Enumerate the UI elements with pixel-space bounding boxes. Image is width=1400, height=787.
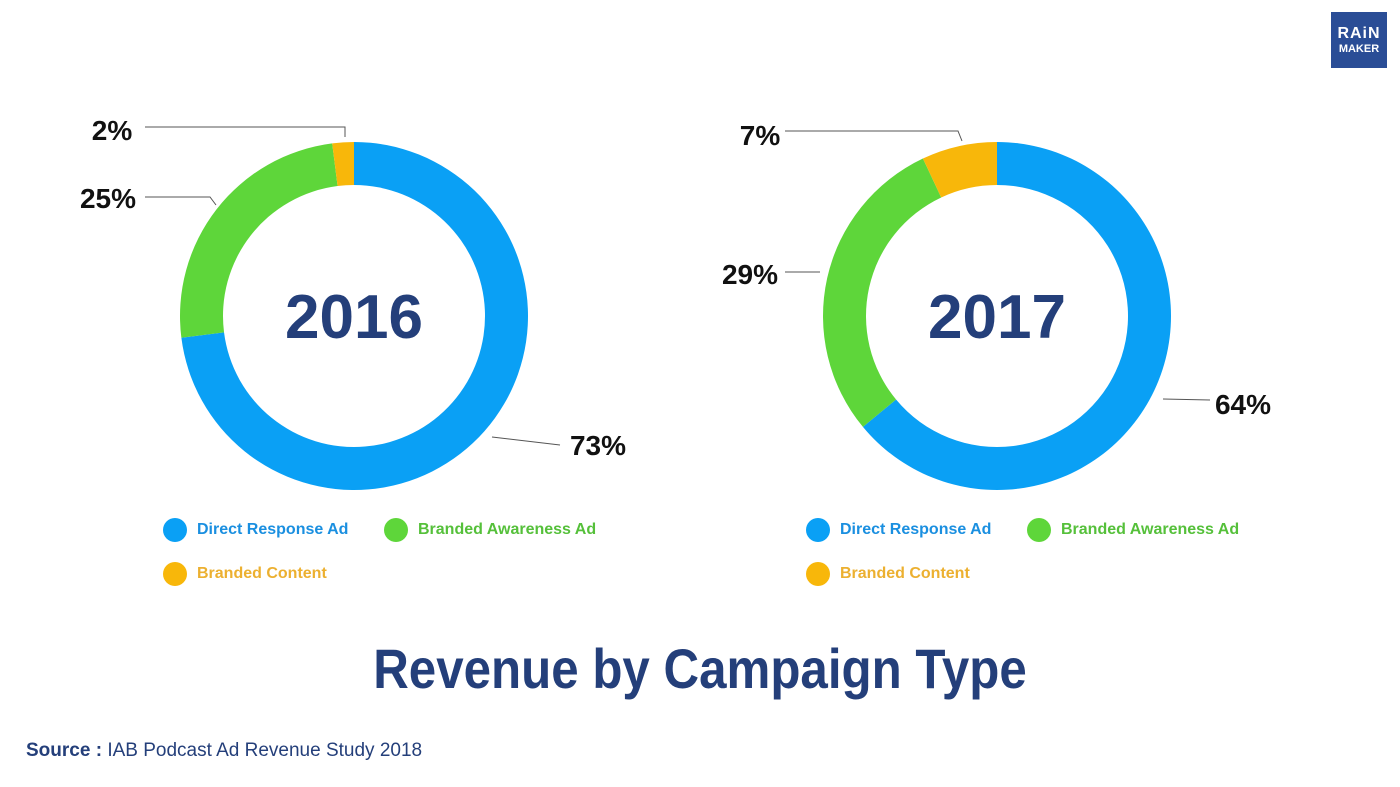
legend-label: Branded Awareness Ad — [1061, 521, 1240, 538]
leader-line — [145, 196, 217, 206]
legend-dot — [384, 518, 408, 542]
legend-label: Direct Response Ad — [197, 521, 349, 538]
data-label: 64% — [1215, 389, 1271, 420]
legend-dot — [1027, 518, 1051, 542]
donut-slice-branded-awareness-ad — [823, 158, 942, 427]
legend-item-awareness-2016: Branded Awareness Ad — [384, 518, 596, 542]
legend-dot — [806, 562, 830, 586]
donut-slice-branded-content — [922, 142, 997, 198]
legend-item-content-2017: Branded Content — [806, 562, 970, 586]
data-label: 73% — [570, 430, 626, 461]
source-note: Source : IAB Podcast Ad Revenue Study 20… — [26, 740, 422, 762]
legend-dot — [806, 518, 830, 542]
legend-item-direct-2017: Direct Response Ad — [806, 518, 991, 542]
donut-charts: 73% 25% 2% 2016 64% 29% 7% 2017 — [80, 115, 1271, 490]
center-year-label: 2016 — [285, 283, 423, 352]
logo-line1: RAiN — [1337, 24, 1381, 42]
legend-label: Branded Awareness Ad — [418, 521, 597, 538]
donut-slice-branded-awareness-ad — [179, 143, 338, 338]
source-text: IAB Podcast Ad Revenue Study 2018 — [107, 740, 423, 761]
legend-item-direct-2016: Direct Response Ad — [163, 518, 348, 542]
data-label: 25% — [80, 183, 136, 214]
legend-label: Branded Content — [840, 565, 970, 582]
legend-item-content-2016: Branded Content — [163, 562, 327, 586]
leader-line — [145, 126, 346, 137]
legend-dot — [163, 562, 187, 586]
rainmaker-logo: RAiN MAKER — [1331, 12, 1387, 68]
logo-line2: MAKER — [1338, 42, 1380, 55]
data-label: 29% — [722, 259, 778, 290]
leader-line — [1162, 398, 1211, 401]
legend-item-awareness-2017: Branded Awareness Ad — [1027, 518, 1239, 542]
data-label: 7% — [740, 120, 781, 151]
legend-label: Direct Response Ad — [840, 521, 992, 538]
source-label: Source : — [26, 740, 103, 761]
data-label: 2% — [92, 115, 133, 146]
legend-label: Branded Content — [197, 565, 327, 582]
donut-slice-branded-content — [332, 142, 354, 187]
chart-title: Revenue by Campaign Type — [373, 637, 1027, 700]
legend-dot — [163, 518, 187, 542]
donut-slice-direct-response-ad — [862, 142, 1171, 490]
leader-line — [785, 130, 963, 142]
center-year-label: 2017 — [928, 283, 1066, 352]
leader-line — [491, 436, 561, 446]
